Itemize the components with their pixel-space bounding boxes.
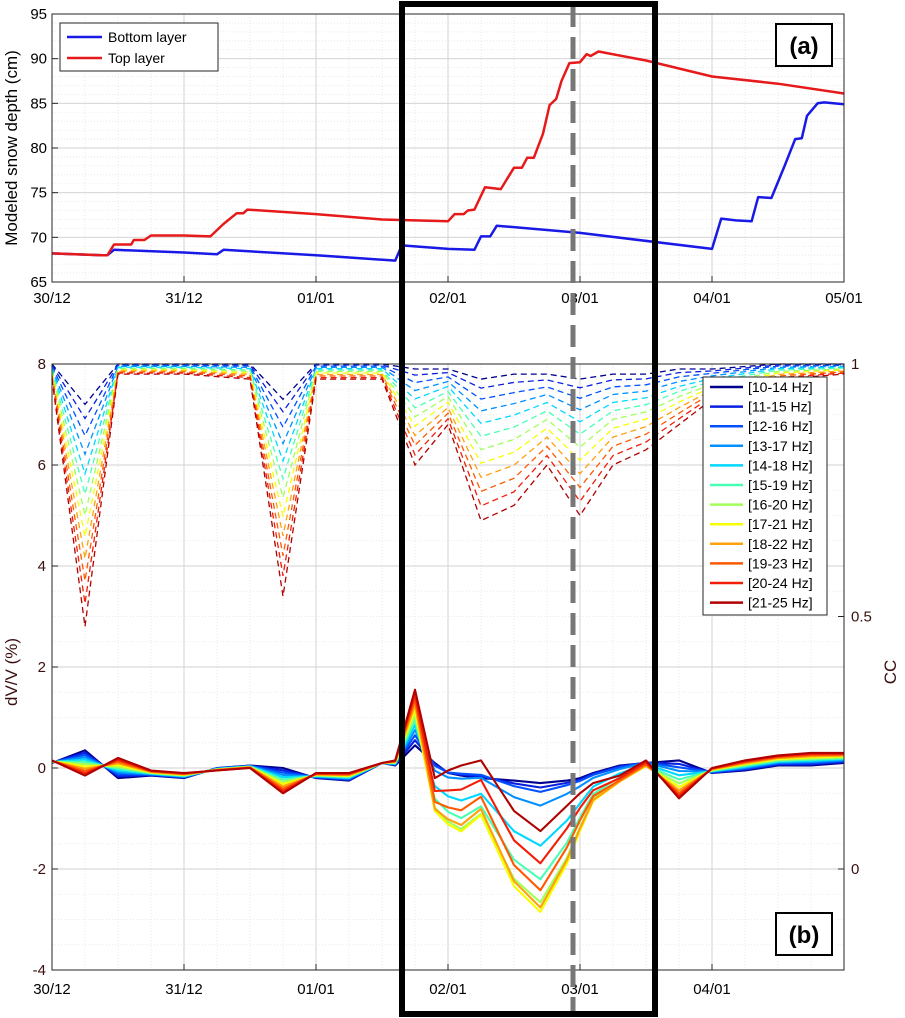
y-tick-label: 6 xyxy=(38,457,46,474)
panel-b-legend: [10-14 Hz] [11-15 Hz] [12-16 Hz] [13-17 Hz]… xyxy=(702,376,828,616)
y-tick-label: 85 xyxy=(30,95,47,112)
y-right-tick-label: 0.5 xyxy=(851,609,872,626)
highlight-box xyxy=(399,1,658,1017)
series-line-bottom-layer xyxy=(51,101,845,262)
panel-b-ylabel: dV/V (%) xyxy=(2,638,21,706)
y-tick-label: 2 xyxy=(38,659,46,676)
x-tick-label: 03/01 xyxy=(561,290,599,307)
panel-b-ylabel-right: CC xyxy=(881,660,900,685)
x-tick-label: 30/12 xyxy=(33,290,71,307)
panel-b-cc-series xyxy=(51,363,845,627)
cc-line-1 xyxy=(51,363,845,420)
panel-b-legend-box xyxy=(702,376,828,616)
legend-label: [20-24 Hz] xyxy=(748,575,813,591)
legend-label-bottom-layer: Bottom layer xyxy=(108,29,187,45)
y-tick-label: 90 xyxy=(30,51,47,68)
y-tick-label: -2 xyxy=(33,861,46,878)
legend-label: [14-18 Hz] xyxy=(748,457,813,473)
legend-label: [10-14 Hz] xyxy=(748,379,813,395)
legend-label: [16-20 Hz] xyxy=(748,497,813,513)
panel-a-series xyxy=(51,50,845,262)
x-tick-label: 04/01 xyxy=(693,290,731,307)
y-tick-label: 95 xyxy=(30,6,47,23)
legend-label: [18-22 Hz] xyxy=(748,536,813,552)
y-tick-label: 4 xyxy=(38,558,46,575)
x-tick-label: 04/01 xyxy=(693,981,731,998)
y-tick-label: 8 xyxy=(38,356,46,373)
legend-label: [12-16 Hz] xyxy=(748,418,813,434)
y-tick-label: 0 xyxy=(38,760,46,777)
panel-a-legend: Bottom layer Top layer xyxy=(59,22,219,72)
y-right-tick-label: 1 xyxy=(851,356,859,373)
cc-line-9 xyxy=(51,371,845,581)
x-tick-label: 05/01 xyxy=(825,290,863,307)
cc-line-8 xyxy=(51,370,845,559)
panel-a-tag: (a) xyxy=(789,33,818,60)
cc-line-7 xyxy=(51,369,845,537)
panel-a-ylabel: Modeled snow depth (cm) xyxy=(2,50,21,246)
cc-line-2 xyxy=(51,364,845,438)
y-tick-label: 70 xyxy=(30,229,47,246)
x-tick-label: 01/01 xyxy=(297,290,335,307)
panel-a-grid xyxy=(51,13,845,283)
series-line-top-layer xyxy=(51,50,845,257)
panel-b: 30/12 31/12 01/01 02/01 03/01 04/01 -4 -2 0 2 4 6 8 1… xyxy=(2,356,900,998)
cc-line-3 xyxy=(51,365,845,457)
panel-a-tag-box xyxy=(775,23,833,67)
panel-a-legend-box xyxy=(59,22,219,72)
x-tick-label: 31/12 xyxy=(165,981,203,998)
legend-label: [11-15 Hz] xyxy=(748,399,812,415)
legend-label: [17-21 Hz] xyxy=(748,516,813,532)
cc-line-4 xyxy=(51,366,845,476)
y-tick-label: -4 xyxy=(33,962,46,979)
panel-a: 30/12 31/12 01/01 02/01 03/01 04/01 05/01 65 70 7… xyxy=(2,6,863,307)
panel-b-dvv-series xyxy=(51,688,845,913)
legend-label: [15-19 Hz] xyxy=(748,477,813,493)
cc-line-5 xyxy=(51,367,845,497)
legend-label: [13-17 Hz] xyxy=(748,438,813,454)
legend-label-top-layer: Top layer xyxy=(108,50,165,66)
cc-line-10 xyxy=(51,372,845,604)
cc-line-6 xyxy=(51,368,845,516)
legend-label: [19-23 Hz] xyxy=(748,555,813,571)
cc-line-11 xyxy=(51,373,845,627)
y-tick-label: 80 xyxy=(30,140,47,157)
y-tick-label: 75 xyxy=(30,185,47,202)
x-tick-label: 31/12 xyxy=(165,290,203,307)
x-tick-label: 02/01 xyxy=(429,981,467,998)
x-tick-label: 03/01 xyxy=(561,981,599,998)
x-tick-label: 30/12 xyxy=(33,981,71,998)
x-tick-label: 01/01 xyxy=(297,981,335,998)
dvv-line-11 xyxy=(51,688,844,833)
x-tick-label: 02/01 xyxy=(429,290,467,307)
panel-b-tag: (b) xyxy=(789,922,820,949)
legend-label: [21-25 Hz] xyxy=(748,595,813,611)
y-right-tick-label: 0 xyxy=(851,861,859,878)
y-tick-label: 65 xyxy=(30,274,47,291)
panel-b-tag-box xyxy=(775,912,833,956)
